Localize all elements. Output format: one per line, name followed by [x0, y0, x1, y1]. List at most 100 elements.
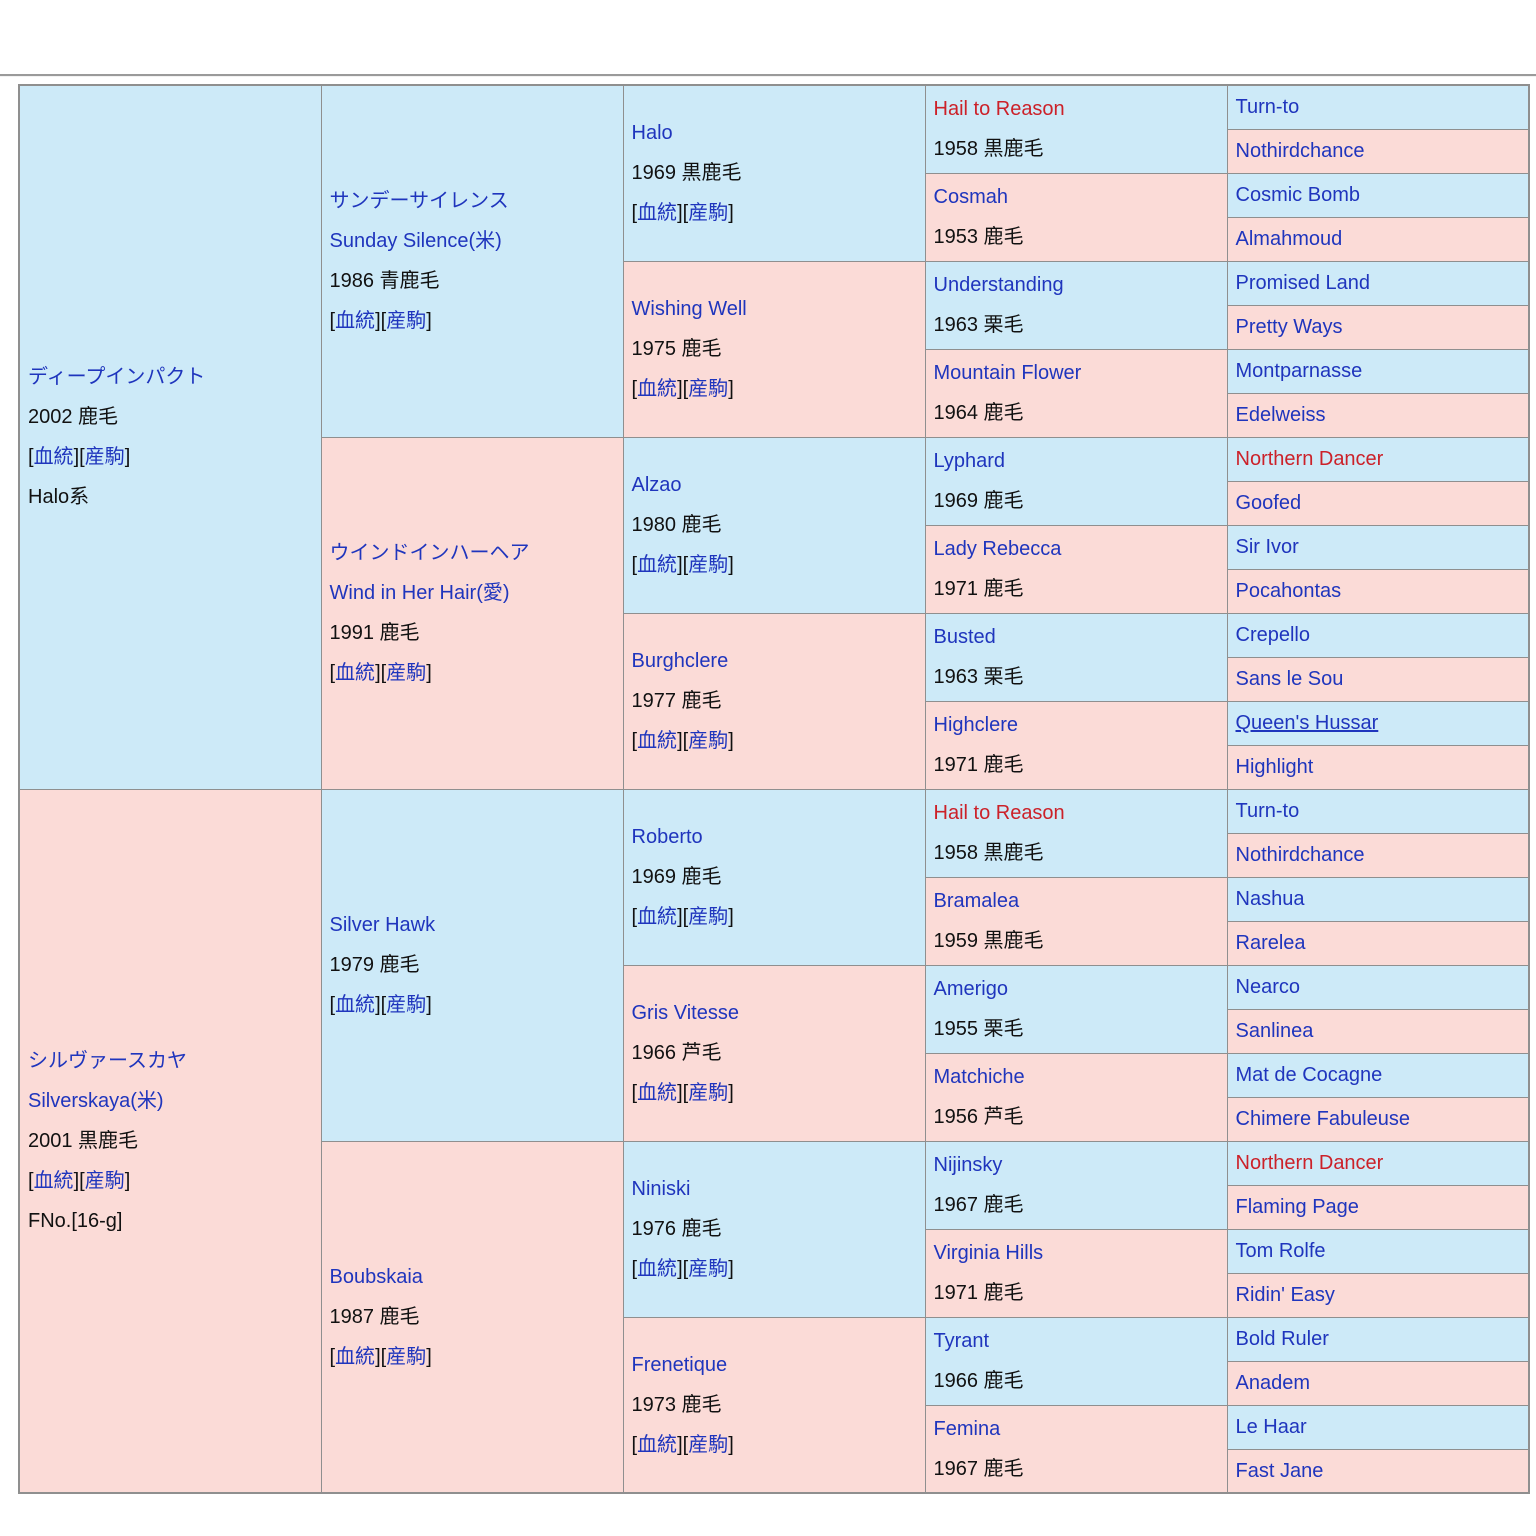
horse-name-link[interactable]: Matchiche: [933, 1066, 1025, 1088]
offspring-link[interactable]: 産駒: [688, 1082, 729, 1104]
horse-name-link[interactable]: Cosmic Bomb: [1235, 184, 1360, 206]
offspring-link[interactable]: 産駒: [688, 378, 729, 400]
offspring-link[interactable]: 産駒: [386, 310, 427, 333]
offspring-link[interactable]: 産駒: [688, 554, 729, 576]
pedigree-cell: Matchiche 1956 芦毛: [924, 1052, 1228, 1142]
horse-name-link[interactable]: Burghclere: [631, 650, 729, 672]
horse-name-link[interactable]: Tom Rolfe: [1235, 1240, 1326, 1262]
horse-name-link[interactable]: Silver Hawk: [329, 914, 436, 936]
horse-name-link[interactable]: Hail to Reason: [933, 98, 1065, 121]
horse-name-link[interactable]: Nearco: [1235, 976, 1300, 998]
bloodline-link[interactable]: 血統: [33, 446, 74, 469]
horse-name-link[interactable]: Nijinsky: [933, 1154, 1003, 1176]
horse-name-link[interactable]: Cosmah: [933, 186, 1008, 208]
horse-name-link[interactable]: Bold Ruler: [1235, 1328, 1329, 1350]
horse-name-link[interactable]: Lady Rebecca: [933, 538, 1062, 560]
horse-name-link[interactable]: Frenetique: [631, 1353, 728, 1376]
pedigree-cell: Roberto 1969 鹿毛 [血統][産駒]: [622, 788, 926, 966]
horse-name-link[interactable]: Crepello: [1235, 624, 1310, 646]
horse-name-kana-link[interactable]: ウインドインハーヘア: [329, 542, 530, 564]
horse-name-link[interactable]: Fast Jane: [1235, 1459, 1324, 1482]
bloodline-link[interactable]: 血統: [335, 1345, 376, 1368]
year-coat-text: 1977 鹿毛: [631, 690, 722, 712]
bloodline-link[interactable]: 血統: [637, 1433, 678, 1456]
horse-name-link[interactable]: Femina: [933, 1417, 1001, 1440]
horse-name-link[interactable]: Goofed: [1235, 492, 1302, 514]
horse-name-link[interactable]: Nothirdchance: [1235, 140, 1365, 162]
horse-name-link[interactable]: Bramalea: [933, 890, 1020, 912]
horse-name-link[interactable]: Le Haar: [1235, 1416, 1307, 1438]
horse-name-kana-link[interactable]: ディープインパクト: [28, 366, 206, 389]
horse-name-kana-link[interactable]: サンデーサイレンス: [329, 190, 509, 213]
horse-name-link[interactable]: Roberto: [631, 826, 703, 848]
horse-name-link[interactable]: Turn-to: [1235, 800, 1300, 822]
horse-name-link[interactable]: Sanlinea: [1235, 1020, 1314, 1042]
horse-name-link[interactable]: Sunday Silence(米): [329, 230, 502, 253]
horse-name-link[interactable]: Northern Dancer: [1235, 448, 1384, 470]
horse-name-kana-link[interactable]: シルヴァースカヤ: [28, 1049, 187, 1072]
horse-name-link[interactable]: Northern Dancer: [1235, 1152, 1384, 1174]
offspring-link[interactable]: 産駒: [688, 1258, 729, 1280]
horse-name-link[interactable]: Almahmoud: [1235, 228, 1343, 250]
horse-name-link[interactable]: Alzao: [631, 474, 682, 496]
horse-name-link[interactable]: Nothirdchance: [1235, 844, 1365, 866]
horse-name-link[interactable]: Wind in Her Hair(愛): [329, 582, 510, 604]
horse-name-link[interactable]: Sans le Sou: [1235, 668, 1344, 690]
horse-name-link[interactable]: Virginia Hills: [933, 1242, 1044, 1264]
horse-name-link[interactable]: Turn-to: [1235, 96, 1300, 119]
bloodline-link[interactable]: 血統: [637, 730, 678, 752]
horse-name-link[interactable]: Highlight: [1235, 756, 1314, 778]
horse-name-row: Cosmic Bomb: [1236, 175, 1525, 215]
horse-name-link[interactable]: Hail to Reason: [933, 802, 1065, 824]
horse-name-link[interactable]: Edelweiss: [1235, 404, 1326, 426]
offspring-link[interactable]: 産駒: [688, 730, 729, 752]
horse-name-link[interactable]: Highclere: [933, 714, 1018, 736]
horse-name-link[interactable]: Pretty Ways: [1235, 316, 1343, 338]
horse-name-link[interactable]: Montparnasse: [1235, 360, 1363, 382]
bloodline-link[interactable]: 血統: [637, 202, 678, 225]
bloodline-link[interactable]: 血統: [335, 994, 376, 1016]
horse-name-link[interactable]: Queen's Hussar: [1235, 712, 1379, 734]
horse-name-link[interactable]: Sir Ivor: [1235, 536, 1299, 558]
pedigree-row: Almahmoud: [19, 216, 1530, 262]
horse-name-link[interactable]: Boubskaia: [329, 1265, 423, 1288]
horse-name-link[interactable]: Tyrant: [933, 1330, 990, 1352]
horse-name-link[interactable]: Niniski: [631, 1178, 691, 1200]
horse-name-link[interactable]: Promised Land: [1235, 272, 1371, 294]
bloodline-link[interactable]: 血統: [637, 1258, 678, 1280]
horse-name-link[interactable]: Pocahontas: [1235, 580, 1342, 602]
offspring-link[interactable]: 産駒: [386, 662, 427, 684]
horse-name-link[interactable]: Anadem: [1235, 1372, 1311, 1394]
horse-name-link[interactable]: Amerigo: [933, 978, 1008, 1000]
horse-name-link[interactable]: Mountain Flower: [933, 362, 1082, 384]
horse-name-link[interactable]: Chimere Fabuleuse: [1235, 1108, 1411, 1130]
horse-name-link[interactable]: Mat de Cocagne: [1235, 1064, 1383, 1086]
year-coat-text: 2002 鹿毛: [28, 406, 119, 429]
horse-name-link[interactable]: Rarelea: [1235, 932, 1306, 954]
horse-name-link[interactable]: Halo: [631, 122, 673, 145]
offspring-link[interactable]: 産駒: [386, 994, 427, 1016]
offspring-link[interactable]: 産駒: [84, 1169, 125, 1192]
offspring-link[interactable]: 産駒: [688, 906, 729, 928]
horse-name-link[interactable]: Ridin' Easy: [1235, 1284, 1335, 1306]
bloodline-link[interactable]: 血統: [637, 906, 678, 928]
offspring-link[interactable]: 産駒: [84, 446, 125, 469]
horse-name-link[interactable]: Lyphard: [933, 450, 1006, 472]
bloodline-link[interactable]: 血統: [637, 1082, 678, 1104]
offspring-link[interactable]: 産駒: [688, 1433, 729, 1456]
bloodline-link[interactable]: 血統: [335, 662, 376, 684]
horse-name-link[interactable]: Understanding: [933, 274, 1064, 296]
bloodline-link[interactable]: 血統: [637, 378, 678, 400]
horse-name-link[interactable]: Silverskaya(米): [28, 1089, 164, 1112]
offspring-link[interactable]: 産駒: [386, 1345, 427, 1368]
bloodline-link[interactable]: 血統: [637, 554, 678, 576]
horse-name-link[interactable]: Busted: [933, 626, 996, 648]
pedigree-cell: Flaming Page: [1226, 1184, 1530, 1230]
bloodline-link[interactable]: 血統: [33, 1169, 74, 1192]
horse-name-link[interactable]: Wishing Well: [631, 298, 747, 320]
horse-name-link[interactable]: Nashua: [1235, 888, 1305, 910]
horse-name-link[interactable]: Flaming Page: [1235, 1196, 1359, 1218]
horse-name-link[interactable]: Gris Vitesse: [631, 1002, 739, 1024]
bloodline-link[interactable]: 血統: [335, 310, 376, 333]
offspring-link[interactable]: 産駒: [688, 202, 729, 225]
